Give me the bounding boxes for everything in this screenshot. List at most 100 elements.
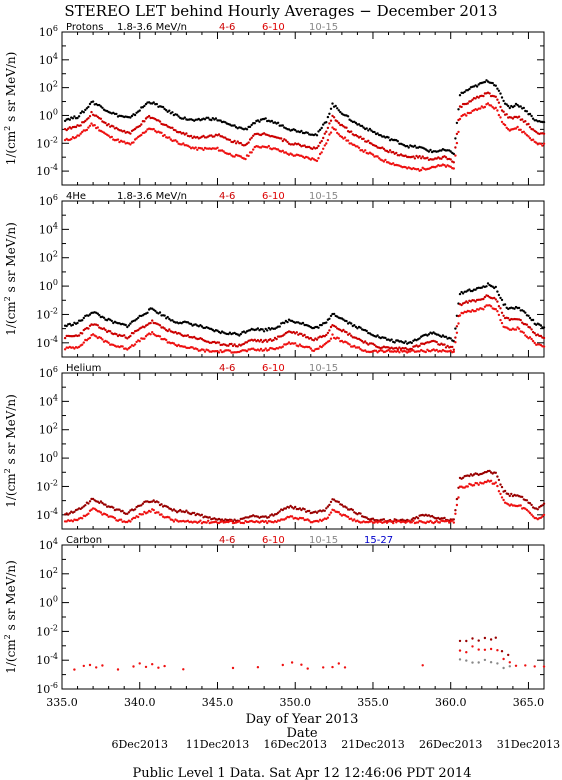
- data-point: [485, 285, 488, 288]
- data-point: [230, 519, 233, 523]
- data-point: [179, 332, 182, 335]
- data-point: [497, 490, 501, 493]
- data-point: [542, 142, 546, 145]
- data-point: [396, 349, 399, 353]
- y-tick-label: 100: [39, 278, 58, 293]
- data-point: [420, 168, 423, 172]
- data-point: [356, 327, 359, 330]
- data-point: [250, 136, 253, 139]
- data-point: [328, 317, 331, 320]
- data-point: [306, 336, 309, 339]
- legend-entry: 10-15: [309, 191, 338, 202]
- data-point: [231, 344, 235, 348]
- x-axis-label: Day of Year 2013: [246, 712, 359, 727]
- data-point: [238, 520, 241, 523]
- data-point: [381, 349, 384, 352]
- data-point: [88, 500, 92, 503]
- y-axis-label: 1/(cm2 s sr MeV/n): [3, 222, 18, 336]
- data-point: [475, 482, 479, 485]
- data-point: [85, 339, 89, 342]
- data-point: [219, 331, 222, 335]
- data-point: [514, 664, 518, 667]
- data-point: [328, 112, 331, 116]
- data-point: [494, 481, 497, 484]
- data-point: [138, 109, 141, 112]
- data-point: [329, 337, 333, 340]
- data-point: [398, 351, 401, 354]
- data-point: [494, 298, 497, 301]
- data-point: [196, 148, 199, 151]
- data-point: [443, 516, 446, 520]
- data-point: [99, 336, 103, 340]
- data-point: [444, 156, 448, 159]
- data-point: [528, 511, 532, 515]
- data-point: [535, 141, 538, 144]
- data-point: [118, 508, 121, 511]
- data-point: [133, 516, 137, 520]
- data-point: [378, 157, 381, 160]
- data-point: [300, 663, 303, 666]
- data-point: [508, 665, 511, 668]
- data-point: [230, 342, 233, 346]
- data-point: [320, 323, 323, 327]
- data-point: [331, 126, 334, 129]
- y-tick-label: 106: [39, 24, 58, 39]
- data-point: [203, 118, 207, 121]
- data-point: [494, 308, 497, 311]
- data-point: [68, 512, 72, 515]
- data-point: [168, 317, 171, 321]
- data-point: [416, 517, 420, 520]
- data-point: [471, 98, 474, 102]
- data-point: [332, 498, 336, 501]
- data-point: [130, 518, 134, 521]
- data-point: [110, 135, 114, 139]
- data-point: [541, 504, 544, 507]
- data-point: [360, 339, 364, 343]
- data-point: [499, 492, 502, 496]
- data-point: [297, 345, 300, 348]
- data-point: [337, 662, 340, 665]
- data-point: [262, 330, 266, 333]
- data-point: [76, 321, 79, 325]
- data-point: [505, 126, 508, 129]
- data-point: [317, 130, 320, 133]
- data-point: [516, 103, 519, 107]
- data-point: [210, 118, 213, 122]
- data-point: [541, 144, 544, 147]
- data-point: [211, 117, 214, 120]
- data-point: [287, 506, 291, 509]
- data-point: [81, 506, 84, 509]
- data-point: [200, 147, 204, 150]
- data-point: [172, 342, 176, 345]
- data-point: [165, 123, 168, 127]
- data-point: [262, 349, 266, 352]
- data-point: [393, 341, 396, 344]
- data-point: [455, 121, 459, 125]
- data-point: [325, 142, 328, 145]
- data-point: [374, 349, 378, 352]
- data-point: [81, 130, 84, 134]
- data-point: [424, 521, 427, 525]
- data-point: [342, 328, 345, 332]
- data-point: [345, 319, 348, 323]
- data-point: [81, 343, 84, 346]
- data-point: [468, 87, 471, 91]
- data-point: [295, 331, 298, 334]
- data-point: [382, 518, 386, 521]
- data-point: [485, 480, 488, 484]
- data-point: [332, 509, 336, 512]
- data-point: [499, 92, 502, 95]
- legend-entry: 4-6: [219, 535, 235, 546]
- data-point: [236, 140, 239, 143]
- data-point: [362, 126, 365, 129]
- data-point: [256, 666, 260, 669]
- data-point: [390, 338, 393, 341]
- data-point: [336, 120, 339, 123]
- data-point: [104, 328, 107, 332]
- data-point: [528, 336, 532, 339]
- data-point: [146, 511, 149, 514]
- data-point: [112, 125, 115, 128]
- data-point: [494, 285, 497, 289]
- data-point: [110, 319, 114, 323]
- data-point: [81, 332, 84, 335]
